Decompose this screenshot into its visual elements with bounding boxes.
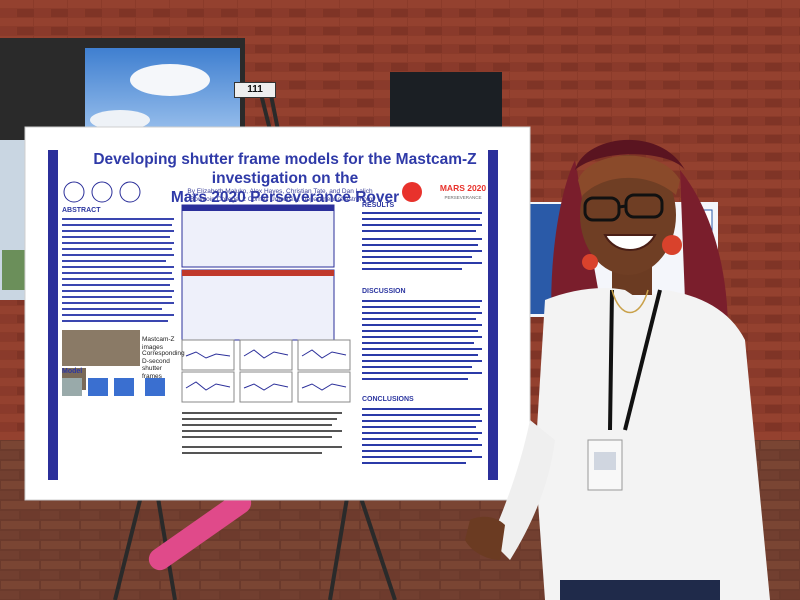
poster-title-line1: Developing shutter frame models for the … (93, 151, 477, 187)
label-shutter-frames: Corresponding D-second shutter frames (142, 350, 185, 380)
author-list: By Elizabeth Maluko, Alex Hayes, Christi… (187, 188, 373, 195)
poster-title-line2: Mars 2020 Perseverance Rover (170, 189, 400, 206)
poster-board (24, 126, 531, 501)
poster-authors: By Elizabeth Maluko, Alex Hayes, Christi… (150, 188, 410, 204)
affiliation-list: 1 Bowdoin College, 2 Cornell University,… (184, 196, 376, 203)
pink-tube (148, 491, 252, 571)
section-abstract: ABSTRACT (62, 207, 101, 214)
wall-panel (390, 72, 502, 132)
room-sign: 111 (234, 82, 276, 98)
person (465, 139, 770, 600)
mars2020-logo: MARS 2020 PERSEVERANCE (430, 184, 496, 202)
section-discussion: DISCUSSION (362, 288, 406, 295)
poster-title: Developing shutter frame models for the … (55, 150, 515, 207)
label-mastcam-images: Mastcam-Z images (142, 336, 175, 351)
section-conclusions: CONCLUSIONS (362, 396, 414, 403)
section-results: RESULTS (362, 202, 395, 209)
section-model: Model (62, 368, 83, 375)
logo-text: MARS 2020 (439, 183, 487, 193)
logo-subtext: PERSEVERANCE (444, 195, 482, 200)
